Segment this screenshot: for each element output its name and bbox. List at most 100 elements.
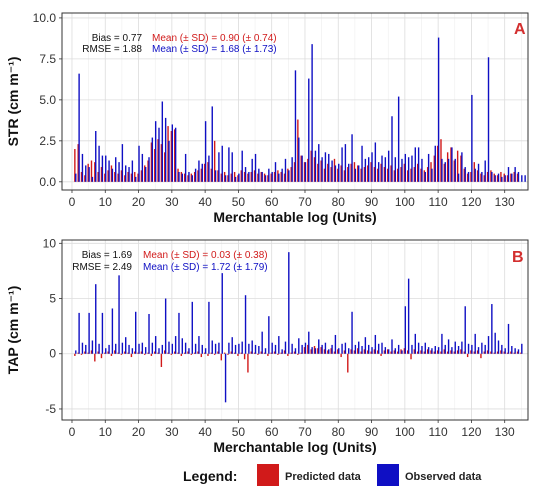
bar-predicted <box>353 162 356 182</box>
bar-predicted <box>140 351 143 354</box>
bar-predicted <box>363 167 366 182</box>
bar-predicted <box>436 350 439 354</box>
bar-observed <box>105 348 107 354</box>
bar-observed <box>218 152 220 182</box>
bar-observed <box>294 70 297 182</box>
bar-predicted <box>496 175 499 182</box>
bar-observed <box>414 147 416 182</box>
rmse-text: RMSE = 1.88 <box>82 44 142 55</box>
bar-observed <box>464 167 466 182</box>
bar-observed <box>198 160 200 182</box>
bar-observed <box>174 336 177 354</box>
bar-observed <box>184 342 187 354</box>
bar-observed <box>78 73 80 182</box>
bar-predicted <box>393 350 396 354</box>
bar-observed <box>258 168 260 182</box>
bar-observed <box>437 347 440 354</box>
bar-observed <box>141 153 144 182</box>
bar-observed <box>444 344 446 354</box>
bar-predicted <box>387 168 389 182</box>
bar-observed <box>324 342 327 354</box>
bar-observed <box>308 78 310 182</box>
bar-observed <box>318 144 320 182</box>
bar-predicted <box>280 352 282 354</box>
bar-observed <box>251 158 253 182</box>
x-axis-title: Merchantable log (Units) <box>213 209 376 225</box>
bar-predicted <box>120 170 123 182</box>
bar-observed <box>364 158 367 182</box>
y-tick-label: 10 <box>43 236 57 250</box>
legend-swatch-observed <box>377 464 399 486</box>
bar-observed <box>248 171 250 182</box>
bar-observed <box>507 167 510 182</box>
bar-observed <box>95 131 97 182</box>
bar-observed <box>384 157 387 182</box>
bar-observed <box>244 295 247 354</box>
bar-predicted <box>307 158 309 182</box>
bar-observed <box>477 347 480 354</box>
bar-predicted <box>87 352 89 354</box>
bar-predicted <box>167 126 169 182</box>
bar-predicted <box>343 170 346 182</box>
bar-predicted <box>443 349 446 354</box>
y-tick-label: 2.5 <box>39 134 56 148</box>
bar-observed <box>221 145 223 182</box>
bar-predicted <box>347 353 349 373</box>
bar-predicted <box>193 352 196 354</box>
bar-predicted <box>420 168 422 182</box>
bar-predicted <box>114 171 116 182</box>
bar-observed <box>348 163 350 182</box>
bar-observed <box>254 344 257 354</box>
bar-predicted <box>104 173 106 182</box>
bar-predicted <box>403 348 406 354</box>
bar-predicted <box>413 167 416 182</box>
bar-predicted <box>260 351 262 354</box>
bar-observed <box>101 312 104 354</box>
bar-observed <box>271 342 273 354</box>
bar-predicted <box>290 167 292 182</box>
bar-observed <box>487 336 490 354</box>
bar-observed <box>454 341 456 354</box>
bar-observed <box>238 173 240 182</box>
bar-predicted <box>150 353 153 356</box>
bar-observed <box>477 163 480 182</box>
bar-observed <box>324 152 327 182</box>
bar-predicted <box>367 165 369 182</box>
tick-labels: 0 10 20 30 40 50 60 70 80 90 100 110 120 130 -5 0 5 10 <box>43 236 515 439</box>
bar-observed <box>121 144 124 182</box>
bar-predicted <box>287 168 289 182</box>
bar-observed <box>451 147 453 182</box>
bar-predicted <box>380 163 382 182</box>
bar-observed <box>314 150 317 182</box>
bar-observed <box>417 147 420 182</box>
bar-observed <box>138 145 140 182</box>
legend-swatch-predicted <box>257 464 279 486</box>
bar-predicted <box>150 142 153 182</box>
x-tick-label: 30 <box>165 195 179 209</box>
bar-predicted <box>410 168 412 182</box>
bar-observed <box>221 273 223 354</box>
y-tick-label: 0.0 <box>39 175 56 189</box>
bar-observed <box>214 170 217 182</box>
bar-predicted <box>74 353 76 356</box>
bar-observed <box>75 173 77 182</box>
bar-predicted <box>340 165 342 182</box>
bar-predicted <box>134 171 136 182</box>
x-tick-label: 100 <box>395 425 415 439</box>
bar-predicted <box>270 352 272 354</box>
bar-predicted <box>460 155 462 182</box>
bar-predicted <box>210 168 213 182</box>
bar-predicted <box>90 350 93 354</box>
bar-predicted <box>416 351 419 354</box>
bar-observed <box>501 176 503 182</box>
bar-observed <box>251 340 253 354</box>
bar-predicted <box>154 351 156 354</box>
bars <box>74 37 526 182</box>
bar-predicted <box>200 353 203 358</box>
bar-observed <box>451 347 453 354</box>
bar-observed <box>108 344 110 354</box>
bar-predicted <box>197 351 199 354</box>
y-tick-label: 10.0 <box>33 11 57 25</box>
bar-observed <box>344 342 347 354</box>
bar-predicted <box>520 352 522 354</box>
